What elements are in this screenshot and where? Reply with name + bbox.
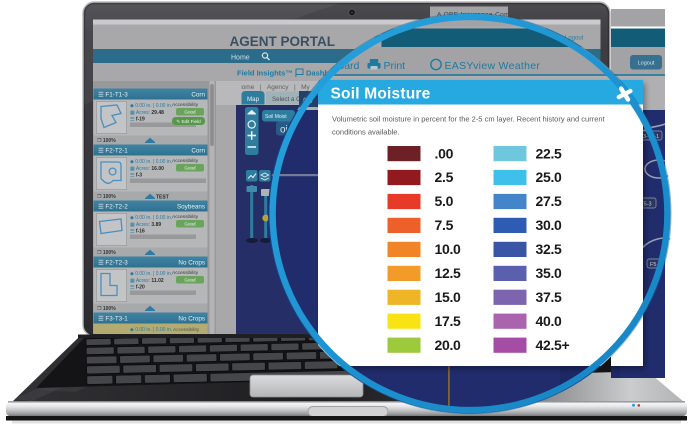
svg-text:40.0: 40.0: [536, 313, 563, 329]
svg-text:27.5: 27.5: [536, 193, 563, 209]
svg-text:Map: Map: [247, 96, 260, 103]
svg-text:Logout: Logout: [638, 61, 655, 67]
svg-text:5.0: 5.0: [435, 193, 454, 209]
svg-text:Accessibility: Accessibility: [172, 102, 199, 108]
svg-text:❐ 100%: ❐ 100%: [97, 250, 116, 256]
svg-text:▦ Acres: 3.89: ▦ Acres: 3.89: [130, 222, 161, 228]
svg-text:22.5: 22.5: [536, 145, 563, 161]
svg-text:Accessibility: Accessibility: [172, 214, 199, 220]
svg-text:▦ Acres: 29.48: ▦ Acres: 29.48: [130, 110, 164, 116]
svg-text:Corn: Corn: [191, 92, 205, 99]
svg-text:Soil Moist: Soil Moist: [265, 114, 287, 120]
svg-text:30.0: 30.0: [536, 217, 563, 233]
svg-text:Soil Moisture: Soil Moisture: [331, 86, 431, 103]
svg-text:☰ F2-T2-1: ☰ F2-T2-1: [98, 148, 128, 155]
svg-text:.00: .00: [435, 145, 454, 161]
svg-text:◆ 0.00 in. | 0.00 in.: ◆ 0.00 in. | 0.00 in.: [130, 159, 172, 165]
svg-text:❐ 100%: ❐ 100%: [97, 194, 116, 200]
svg-text:17.5: 17.5: [435, 313, 462, 329]
svg-text:F5: F5: [650, 262, 656, 268]
svg-text:35.0: 35.0: [536, 265, 563, 281]
svg-text:☰ f-19: ☰ f-19: [130, 117, 145, 123]
svg-text:❐ 100%: ❐ 100%: [97, 138, 116, 144]
svg-text:AGENT PORTAL: AGENT PORTAL: [230, 34, 336, 49]
svg-text:Home: Home: [231, 55, 250, 62]
svg-text:2.5: 2.5: [435, 169, 454, 185]
svg-text:12.5: 12.5: [435, 265, 462, 281]
svg-text:37.5: 37.5: [536, 289, 563, 305]
svg-text:☰ f-3: ☰ f-3: [130, 173, 142, 179]
svg-text:TEST: TEST: [156, 195, 169, 201]
svg-text:Print: Print: [384, 60, 406, 72]
svg-text:Good: Good: [184, 222, 196, 227]
svg-text:▦ Acres: 16.00: ▦ Acres: 16.00: [130, 166, 164, 172]
svg-text:☰ F2-T2-3: ☰ F2-T2-3: [98, 260, 128, 267]
svg-text:10.0: 10.0: [435, 241, 462, 257]
svg-text:◆ 0.00 in. | 0.00 in.: ◆ 0.00 in. | 0.00 in.: [130, 327, 172, 333]
svg-text:Home | Agency | My: Home | Agency | My: [237, 84, 310, 91]
svg-text:☰ F3-T3-1: ☰ F3-T3-1: [98, 316, 128, 323]
svg-text:No Crops: No Crops: [178, 260, 205, 267]
svg-text:Accessibility: Accessibility: [173, 327, 200, 333]
svg-text:◆ 0.00 in. | 0.00 in.: ◆ 0.00 in. | 0.00 in.: [130, 215, 172, 221]
svg-text:EASYview Weather: EASYview Weather: [445, 60, 541, 72]
svg-text:Good: Good: [184, 278, 196, 283]
svg-text:Accessibility: Accessibility: [172, 270, 199, 276]
svg-text:✎ Edit Field: ✎ Edit Field: [176, 119, 201, 124]
svg-text:☰ F1-T1-3: ☰ F1-T1-3: [98, 92, 128, 99]
svg-text:Corn: Corn: [191, 148, 205, 155]
svg-text:Accessibility: Accessibility: [172, 158, 199, 164]
svg-text:32.5: 32.5: [536, 241, 563, 257]
svg-text:Soybeans: Soybeans: [177, 204, 205, 211]
svg-text:Good: Good: [184, 110, 196, 115]
svg-text:☰ F2-T2-2: ☰ F2-T2-2: [98, 204, 128, 211]
svg-text:conditions available.: conditions available.: [332, 128, 400, 137]
svg-text:▦ Acres: 11.02: ▦ Acres: 11.02: [130, 278, 164, 284]
svg-text:◆ 0.00 in. | 0.00 in.: ◆ 0.00 in. | 0.00 in.: [130, 103, 172, 109]
svg-text:20.0: 20.0: [435, 337, 462, 353]
svg-text:25.0: 25.0: [536, 169, 563, 185]
svg-text:15.0: 15.0: [435, 289, 462, 305]
svg-text:Dashb: Dashb: [306, 69, 329, 78]
svg-text:Select a Co: Select a Co: [272, 96, 305, 103]
svg-text:42.5+: 42.5+: [536, 337, 570, 353]
svg-text:Good: Good: [184, 166, 196, 171]
svg-text:Logout: Logout: [565, 36, 584, 42]
svg-text:☰ f-16: ☰ f-16: [130, 229, 145, 235]
svg-text:Field Insights™ |: Field Insights™ |: [237, 69, 297, 78]
svg-text:☰ f-20: ☰ f-20: [130, 285, 145, 291]
svg-text:Volumetric soil moisture in pe: Volumetric soil moisture in percent for …: [332, 115, 606, 124]
svg-text:❐ 100%: ❐ 100%: [97, 306, 116, 312]
svg-text:◆ 0.00 in. | 0.00 in.: ◆ 0.00 in. | 0.00 in.: [130, 271, 172, 277]
svg-text:7.5: 7.5: [435, 217, 454, 233]
svg-text:No Crops: No Crops: [178, 316, 205, 323]
